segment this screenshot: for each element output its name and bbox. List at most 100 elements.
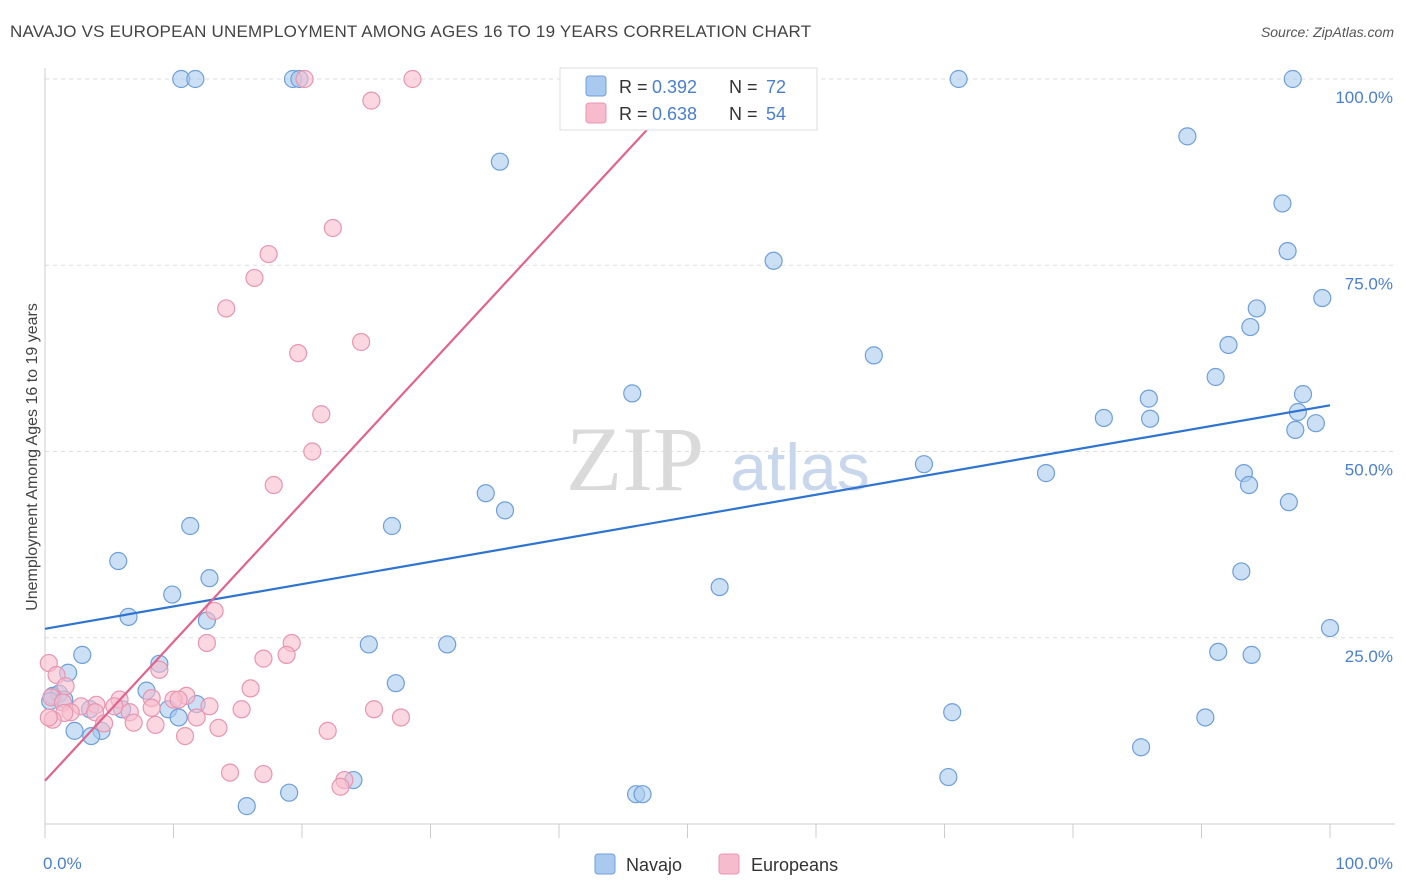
watermark-zip: ZIP bbox=[566, 408, 704, 510]
navajo-point bbox=[359, 635, 378, 654]
navajo-point bbox=[914, 455, 934, 474]
europeans-point bbox=[312, 405, 331, 424]
europeans-point bbox=[205, 601, 224, 621]
navajo-point bbox=[1232, 562, 1251, 581]
navajo-point bbox=[1178, 127, 1197, 146]
europeans-trendline bbox=[44, 78, 695, 782]
x-tick-label: 0.0% bbox=[43, 854, 82, 873]
europeans-point bbox=[220, 763, 240, 782]
axes bbox=[44, 68, 1395, 838]
europeans-point bbox=[264, 475, 283, 495]
legend-europeans-swatch bbox=[718, 853, 740, 875]
europeans-point bbox=[245, 268, 264, 288]
europeans-point bbox=[323, 218, 342, 238]
navajo-point bbox=[386, 674, 405, 693]
europeans-point bbox=[150, 660, 169, 679]
navajo-point bbox=[1209, 642, 1228, 662]
navajo-point bbox=[181, 516, 200, 536]
navajo-point bbox=[1241, 317, 1260, 337]
navajo-point bbox=[82, 726, 101, 746]
x-tick-label: 100.0% bbox=[1335, 854, 1393, 873]
y-tick-label: 25.0% bbox=[1345, 647, 1393, 666]
navajo-point bbox=[476, 484, 495, 503]
navajo-point bbox=[633, 785, 652, 804]
europeans-point bbox=[232, 700, 251, 719]
navajo-point bbox=[65, 721, 84, 740]
europeans-point bbox=[241, 679, 260, 698]
navajo-point bbox=[237, 797, 256, 816]
navajo-r-label: R = bbox=[619, 77, 648, 97]
legend-navajo-swatch bbox=[594, 853, 616, 875]
europeans-point bbox=[403, 69, 422, 89]
europeans-r-value: 0.638 bbox=[652, 104, 697, 124]
navajo-point bbox=[1278, 241, 1297, 261]
europeans-point bbox=[289, 344, 308, 363]
watermark-atlas: atlas bbox=[730, 430, 869, 504]
europeans-point bbox=[209, 718, 228, 737]
europeans-point bbox=[364, 700, 384, 719]
navajo-point bbox=[163, 585, 182, 604]
navajo-point bbox=[1306, 414, 1325, 433]
navajo-r-value: 0.392 bbox=[652, 77, 697, 97]
navajo-n-label: N = bbox=[729, 77, 758, 97]
navajo-point bbox=[495, 501, 515, 520]
navajo-point bbox=[109, 551, 128, 571]
europeans-point bbox=[142, 698, 161, 717]
navajo-point bbox=[382, 516, 402, 536]
navajo-point bbox=[1320, 618, 1340, 638]
y-tick-label: 50.0% bbox=[1345, 461, 1393, 480]
europeans-point bbox=[295, 69, 314, 89]
navajo-point bbox=[1206, 367, 1225, 387]
trendlines bbox=[44, 78, 1331, 782]
europeans-point bbox=[331, 777, 350, 796]
navajo-point bbox=[73, 645, 92, 664]
europeans-point bbox=[259, 244, 278, 264]
europeans-point bbox=[391, 708, 411, 727]
navajo-point bbox=[1036, 464, 1056, 483]
europeans-point bbox=[254, 764, 273, 784]
navajo-point bbox=[864, 346, 883, 365]
watermark: ZIP atlas bbox=[566, 408, 870, 510]
europeans-point bbox=[175, 726, 195, 746]
navajo-point bbox=[943, 703, 962, 722]
europeans-point bbox=[187, 708, 206, 727]
navajo-point bbox=[710, 577, 729, 597]
europeans-point bbox=[197, 633, 217, 653]
bottom-legend: Navajo Europeans bbox=[594, 853, 838, 875]
europeans-point bbox=[352, 332, 371, 352]
navajo-point bbox=[490, 152, 509, 171]
europeans-point bbox=[95, 714, 114, 733]
navajo-point bbox=[1286, 420, 1305, 439]
legend-europeans-label: Europeans bbox=[751, 855, 838, 875]
navajo-point bbox=[623, 384, 642, 403]
tick-labels: 25.0% 50.0% 75.0% 100.0% 0.0% 100.0% bbox=[43, 88, 1393, 873]
europeans-point bbox=[200, 697, 219, 716]
navajo-point bbox=[280, 783, 299, 802]
navajo-point bbox=[1293, 385, 1313, 404]
y-axis-label: Unemployment Among Ages 16 to 19 years bbox=[24, 303, 41, 611]
europeans-point bbox=[56, 677, 75, 696]
navajo-point bbox=[1242, 645, 1261, 664]
navajo-point bbox=[1239, 475, 1259, 495]
navajo-point bbox=[200, 569, 219, 588]
navajo-point bbox=[1132, 738, 1151, 757]
europeans-point bbox=[303, 442, 322, 461]
gridlines bbox=[45, 78, 1395, 639]
navajo-point bbox=[764, 251, 783, 270]
y-tick-label: 75.0% bbox=[1345, 274, 1393, 293]
navajo-point bbox=[1196, 708, 1215, 727]
europeans-point bbox=[124, 713, 143, 732]
navajo-point bbox=[1279, 493, 1298, 512]
navajo-point bbox=[119, 607, 138, 626]
navajo-point bbox=[1273, 194, 1292, 213]
navajo-point bbox=[1283, 69, 1302, 89]
europeans-point bbox=[169, 690, 188, 709]
navajo-point bbox=[1140, 409, 1160, 428]
navajo-point bbox=[1094, 408, 1113, 428]
navajo-point bbox=[1247, 299, 1266, 318]
navajo-trendline bbox=[44, 404, 1331, 630]
europeans-swatch bbox=[585, 102, 607, 124]
europeans-point bbox=[39, 708, 58, 727]
stats-legend: R = 0.392 N = 72 R = 0.638 N = 54 bbox=[559, 67, 818, 131]
